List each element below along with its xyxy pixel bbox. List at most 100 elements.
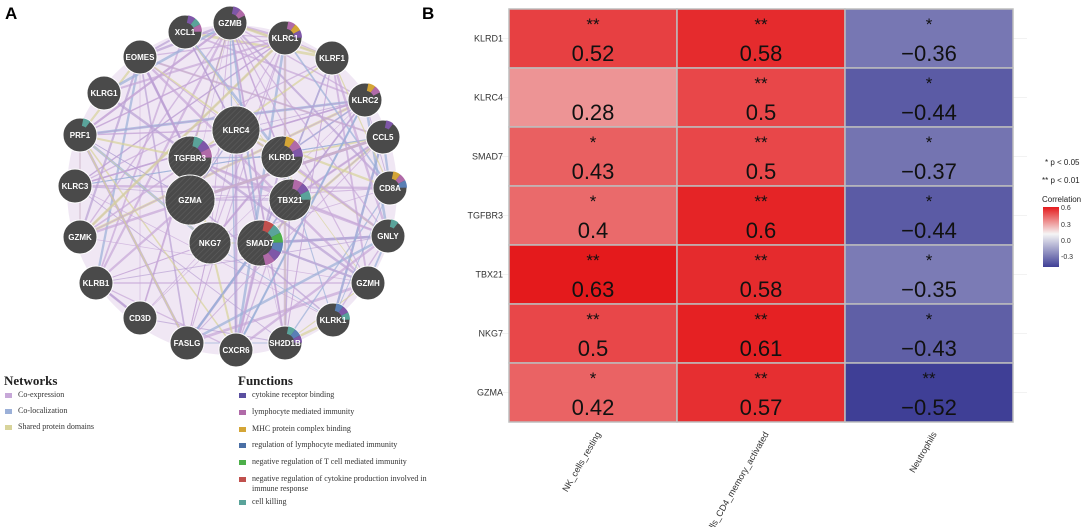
- node-label: GZMA: [178, 196, 202, 205]
- node-function-wedge: [293, 30, 302, 38]
- node-circle: [314, 40, 350, 76]
- node-xcl1[interactable]: XCL1: [167, 14, 203, 50]
- node-gzmb[interactable]: GZMB: [212, 5, 248, 41]
- node-klrd1[interactable]: KLRD1: [260, 135, 304, 179]
- network-edge: [103, 21, 231, 95]
- node-function-wedge: [296, 183, 309, 195]
- cell-value: −0.44: [901, 218, 957, 243]
- node-cd8a[interactable]: CD8A: [372, 170, 408, 206]
- heatmap-cell: * −0.44: [844, 67, 1014, 128]
- cell-value: 0.4: [578, 218, 609, 243]
- heatmap-cell: ** 0.5: [676, 126, 846, 187]
- cell-significance: *: [590, 369, 597, 388]
- cell-fill: [676, 244, 846, 305]
- heatmap-cell: ** 0.5: [508, 303, 678, 364]
- heatmap-cell: ** 0.63: [508, 244, 678, 305]
- lymphocyte-mediated-immunity-swatch: [239, 410, 246, 415]
- node-function-wedge: [81, 118, 91, 128]
- node-function-wedge: [290, 329, 301, 339]
- node-sh2d1b[interactable]: SH2D1B: [267, 325, 303, 361]
- functions-legend-item: regulation of lymphocyte mediated immuni…: [252, 440, 398, 449]
- node-prf1[interactable]: PRF1: [62, 117, 98, 153]
- cell-value: −0.36: [901, 41, 957, 66]
- node-function-wedge: [284, 136, 295, 148]
- node-hatch: [165, 175, 215, 225]
- node-label: KLRC3: [62, 182, 89, 191]
- node-function-wedge: [334, 303, 344, 313]
- cell-significance: **: [754, 251, 768, 270]
- node-label: FASLG: [174, 339, 201, 348]
- node-label: KLRC2: [352, 96, 379, 105]
- networks-legend-title: Networks: [4, 373, 58, 388]
- network-edge: [79, 99, 366, 238]
- node-label: TBX21: [278, 196, 303, 205]
- cell-fill: [676, 8, 846, 69]
- node-function-wedge: [366, 83, 376, 93]
- network-edge: [184, 31, 366, 101]
- node-klrc3[interactable]: KLRC3: [57, 168, 93, 204]
- node-tbx21[interactable]: TBX21: [268, 178, 312, 222]
- node-function-wedge: [197, 140, 210, 153]
- node-label: SH2D1B: [269, 339, 301, 348]
- node-faslg[interactable]: FASLG: [169, 325, 205, 361]
- node-klrc1[interactable]: KLRC1: [267, 20, 303, 56]
- network-edge: [74, 37, 286, 187]
- node-circle: [169, 325, 205, 361]
- colorbar-tick: 0.0: [1061, 238, 1071, 245]
- node-function-wedge: [235, 9, 246, 19]
- node-function-wedge: [288, 140, 301, 152]
- colorbar-tick: 0.6: [1061, 205, 1071, 212]
- node-eomes[interactable]: EOMES: [122, 39, 158, 75]
- node-klrf1[interactable]: KLRF1: [314, 40, 350, 76]
- node-klrc4[interactable]: KLRC4: [211, 105, 261, 155]
- cell-significance: **: [754, 74, 768, 93]
- cell-value: 0.63: [572, 277, 615, 302]
- cell-fill: [508, 362, 678, 423]
- node-gzmh[interactable]: GZMH: [350, 265, 386, 301]
- node-klrb1[interactable]: KLRB1: [78, 265, 114, 301]
- cell-significance: **: [754, 15, 768, 34]
- node-function-wedge: [292, 179, 303, 191]
- network-edge: [79, 22, 231, 136]
- network-edge: [186, 281, 369, 345]
- node-label: XCL1: [175, 28, 196, 37]
- node-circle: [218, 332, 254, 368]
- node-function-wedge: [391, 171, 401, 181]
- node-label: KLRC1: [272, 34, 299, 43]
- node-smad7[interactable]: SMAD7: [236, 219, 284, 267]
- node-gnly[interactable]: GNLY: [370, 218, 406, 254]
- heatmap-cell: * −0.36: [844, 8, 1014, 69]
- node-label: KLRF1: [319, 54, 345, 63]
- node-function-wedge: [286, 326, 296, 336]
- cell-value: −0.44: [901, 100, 957, 125]
- heatmap-cell: ** 0.5: [676, 67, 846, 128]
- cell-killing-swatch: [239, 500, 246, 505]
- node-label: GNLY: [377, 232, 399, 241]
- node-ccl5[interactable]: CCL5: [365, 119, 401, 155]
- node-gzma[interactable]: GZMA: [164, 174, 216, 226]
- networks-legend-item: Shared protein domains: [18, 422, 94, 431]
- node-function-wedge: [384, 120, 394, 130]
- node-cd3d[interactable]: CD3D: [122, 300, 158, 336]
- node-tgfbr3[interactable]: TGFBR3: [167, 135, 213, 181]
- node-klrk1[interactable]: KLRK1: [315, 302, 351, 338]
- node-circle: [62, 117, 98, 153]
- node-gzmk[interactable]: GZMK: [62, 219, 98, 255]
- cell-fill: [844, 244, 1014, 305]
- node-cxcr6[interactable]: CXCR6: [218, 332, 254, 368]
- networks-legend-item: Co-localization: [18, 406, 68, 415]
- node-hatch: [212, 106, 260, 154]
- node-label: TGFBR3: [174, 154, 207, 163]
- cell-fill: [676, 126, 846, 187]
- node-function-wedge: [263, 252, 275, 266]
- node-nkg7[interactable]: NKG7: [188, 221, 232, 265]
- network-edge: [281, 156, 389, 237]
- node-function-wedge: [341, 312, 350, 320]
- node-function-wedge: [370, 86, 381, 96]
- cell-value: 0.58: [740, 41, 783, 66]
- node-klrg1[interactable]: KLRG1: [86, 75, 122, 111]
- node-klrc2[interactable]: KLRC2: [347, 82, 383, 118]
- networks-legend-item: Co-expression: [18, 390, 65, 399]
- network-edge: [229, 22, 286, 344]
- network-edge: [79, 129, 237, 136]
